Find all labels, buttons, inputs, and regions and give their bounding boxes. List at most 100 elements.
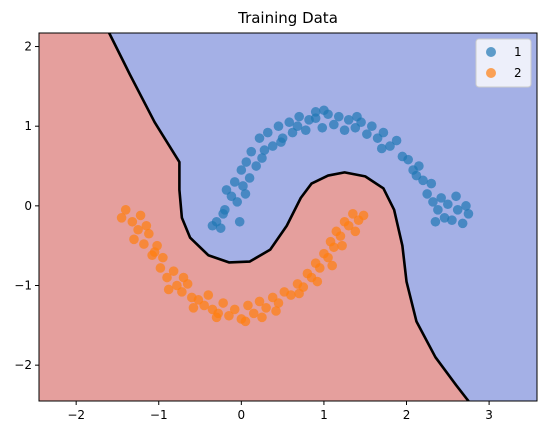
y-tick-label: 1 bbox=[24, 119, 32, 133]
x-tick-label: −2 bbox=[67, 408, 85, 422]
point-series-2 bbox=[315, 263, 325, 273]
point-series-1 bbox=[254, 133, 265, 143]
point-series-2 bbox=[188, 303, 199, 313]
point-series-2 bbox=[163, 284, 174, 295]
point-series-1 bbox=[251, 161, 261, 171]
point-series-2 bbox=[240, 316, 251, 327]
point-series-1 bbox=[422, 189, 432, 199]
decision-region-class-2 bbox=[39, 33, 469, 401]
x-tick-label: 0 bbox=[238, 408, 246, 422]
point-series-2 bbox=[199, 300, 209, 311]
point-series-2 bbox=[329, 242, 339, 253]
point-series-1 bbox=[284, 117, 295, 128]
point-series-2 bbox=[248, 308, 259, 319]
point-series-2 bbox=[257, 312, 267, 323]
point-series-2 bbox=[273, 298, 284, 308]
point-series-1 bbox=[436, 193, 447, 203]
y-tick-label: 2 bbox=[24, 40, 32, 54]
point-series-2 bbox=[229, 304, 240, 315]
point-series-2 bbox=[254, 296, 265, 307]
point-series-2 bbox=[168, 266, 179, 276]
point-series-2 bbox=[158, 252, 168, 263]
point-series-1 bbox=[428, 197, 438, 207]
point-series-2 bbox=[286, 290, 296, 300]
point-series-2 bbox=[133, 224, 143, 235]
point-series-1 bbox=[236, 165, 247, 175]
point-series-2 bbox=[323, 252, 333, 263]
point-series-1 bbox=[411, 170, 422, 181]
point-series-2 bbox=[243, 300, 253, 311]
point-series-1 bbox=[376, 143, 387, 154]
point-series-1 bbox=[439, 213, 450, 223]
point-series-2 bbox=[155, 263, 166, 273]
point-series-1 bbox=[414, 161, 424, 171]
point-series-2 bbox=[149, 247, 160, 257]
y-tick-label: −2 bbox=[14, 358, 32, 372]
point-series-2 bbox=[358, 210, 369, 221]
decision-region-class-1 bbox=[39, 33, 537, 401]
point-series-2 bbox=[294, 288, 304, 299]
point-series-2 bbox=[203, 290, 214, 300]
point-series-1 bbox=[430, 216, 441, 227]
x-tick-label: 1 bbox=[320, 408, 328, 422]
point-series-1 bbox=[234, 216, 245, 227]
legend-marker-2 bbox=[486, 68, 496, 78]
point-series-1 bbox=[343, 115, 354, 125]
point-series-1 bbox=[310, 107, 321, 117]
point-series-1 bbox=[238, 181, 248, 191]
series-1 bbox=[207, 105, 474, 233]
point-series-1 bbox=[276, 137, 286, 147]
x-tick-label: 2 bbox=[403, 408, 411, 422]
point-series-2 bbox=[343, 220, 354, 231]
point-series-1 bbox=[244, 173, 255, 183]
point-series-1 bbox=[385, 141, 395, 151]
point-series-1 bbox=[418, 175, 428, 186]
point-series-1 bbox=[443, 199, 453, 210]
point-series-1 bbox=[451, 191, 461, 202]
point-series-1 bbox=[339, 125, 350, 135]
point-series-1 bbox=[452, 205, 463, 215]
point-series-1 bbox=[246, 146, 257, 157]
point-series-2 bbox=[312, 276, 323, 287]
point-series-1 bbox=[294, 111, 304, 122]
point-series-2 bbox=[177, 287, 187, 297]
point-series-2 bbox=[337, 240, 347, 251]
point-series-1 bbox=[391, 135, 402, 146]
point-series-1 bbox=[433, 205, 443, 215]
point-series-1 bbox=[232, 197, 243, 207]
point-series-1 bbox=[241, 157, 252, 167]
x-tick-label: 3 bbox=[485, 408, 493, 422]
y-axis: −2 −1 0 1 2 bbox=[14, 40, 39, 372]
series-2 bbox=[116, 205, 369, 327]
x-tick-label: −1 bbox=[150, 408, 168, 422]
plot-frame bbox=[38, 32, 538, 402]
point-series-1 bbox=[457, 218, 468, 229]
point-series-1 bbox=[362, 129, 372, 139]
point-series-1 bbox=[447, 215, 457, 225]
point-series-2 bbox=[335, 231, 346, 241]
point-series-2 bbox=[162, 272, 172, 283]
point-series-1 bbox=[463, 209, 474, 219]
point-series-2 bbox=[127, 216, 138, 227]
point-series-1 bbox=[317, 122, 328, 133]
decision-boundary bbox=[107, 33, 470, 401]
point-series-1 bbox=[426, 178, 437, 189]
point-series-1 bbox=[319, 105, 329, 116]
point-series-1 bbox=[378, 127, 389, 138]
point-series-2 bbox=[135, 210, 146, 221]
point-series-2 bbox=[271, 306, 281, 316]
legend-label-1: 1 bbox=[514, 45, 522, 59]
point-series-1 bbox=[273, 121, 284, 131]
point-series-2 bbox=[129, 234, 139, 245]
point-series-2 bbox=[327, 260, 337, 271]
plot-area bbox=[38, 32, 538, 402]
point-series-2 bbox=[350, 226, 361, 237]
legend-marker-1 bbox=[486, 47, 496, 57]
y-tick-label: 0 bbox=[24, 199, 32, 213]
point-series-2 bbox=[116, 213, 127, 223]
legend: 12 bbox=[475, 38, 532, 88]
point-series-2 bbox=[211, 312, 222, 323]
series-layer bbox=[116, 105, 474, 327]
point-series-1 bbox=[220, 205, 230, 215]
